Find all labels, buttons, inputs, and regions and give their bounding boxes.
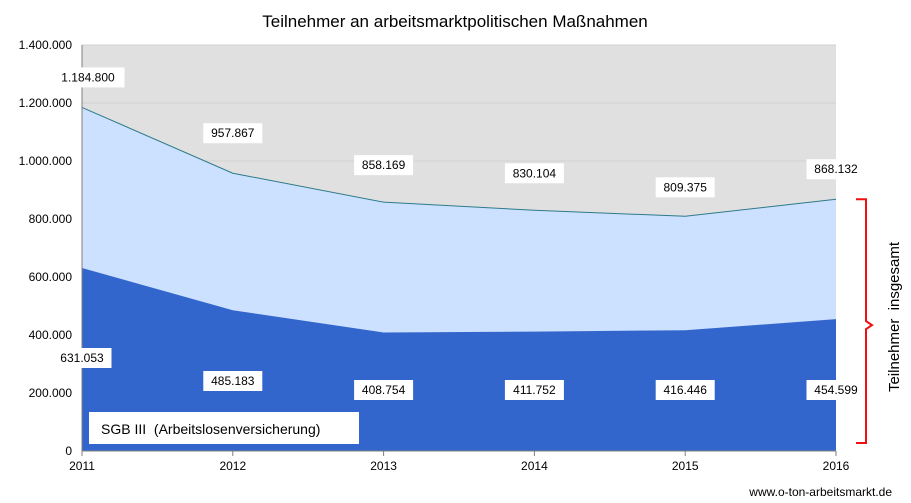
data-label-box	[655, 380, 715, 400]
y-tick-label: 0	[65, 444, 72, 458]
data-label-sgb-iii: 454.599	[806, 380, 866, 400]
legend-label-sgb-iii: SGB III (Arbeitslosenversicherung)	[101, 421, 320, 437]
data-label-text: 957.867	[211, 126, 255, 140]
x-tick-label: 2011	[69, 459, 95, 473]
data-label-text: 868.132	[814, 162, 858, 176]
data-label-text: 830.104	[513, 166, 557, 180]
legend-box	[89, 412, 359, 444]
total-bracket: Teilnehmer insgesamt	[856, 198, 903, 444]
source-url: www.o-ton-arbeitsmarkt.de	[748, 485, 892, 499]
data-labels-sgb-iii: 631.053 485.183 408.754 411.752 416.446 454.5…	[52, 348, 866, 400]
x-tick-label: 2013	[370, 459, 397, 473]
data-label-total: 809.375	[655, 177, 715, 198]
data-label-box	[806, 380, 866, 400]
data-label-box	[354, 380, 414, 400]
data-label-sgb-iii: 408.754	[354, 380, 414, 400]
data-label-text: 809.375	[664, 180, 708, 194]
data-label-sgb-iii: 631.053	[52, 348, 112, 368]
bracket-label: Teilnehmer insgesamt	[886, 241, 903, 392]
data-label-text: 408.754	[362, 383, 406, 397]
x-tick-label: 2014	[521, 459, 548, 473]
y-tick-label: 600.000	[29, 270, 73, 284]
line-total-participants	[81, 106, 837, 217]
data-label-box	[203, 123, 263, 144]
data-label-sgb-iii: 416.446	[655, 380, 715, 400]
x-tick-label: 2015	[672, 459, 699, 473]
data-label-total: 830.104	[504, 163, 564, 184]
data-label-text: 411.752	[513, 383, 556, 397]
data-label-box	[51, 67, 125, 88]
data-label-total: 868.132	[806, 159, 866, 180]
y-tick-label: 400.000	[29, 328, 73, 342]
data-label-box	[655, 177, 715, 198]
y-tick-label: 800.000	[29, 212, 73, 226]
data-label-box	[504, 163, 564, 184]
legend: SGB III (Arbeitslosenversicherung)	[89, 412, 359, 444]
data-label-sgb-iii: 485.183	[203, 371, 263, 391]
data-label-text: 631.053	[60, 351, 104, 365]
data-label-box	[504, 380, 564, 400]
data-label-total: 858.169	[354, 155, 414, 176]
x-axis: 2011 2012 2013 2014 2015 2016	[69, 450, 850, 473]
chart-title: Teilnehmer an arbeitsmarktpolitischen Ma…	[262, 12, 648, 31]
data-label-text: 454.599	[814, 383, 858, 397]
y-axis: 0 200.000 400.000 600.000 800.000 1.000.000 1.…	[19, 38, 83, 458]
data-label-sgb-iii: 411.752	[504, 380, 564, 400]
data-label-total: 957.867	[203, 123, 263, 144]
data-label-text: 1.184.800	[61, 70, 115, 84]
area-sgb-iii	[82, 267, 836, 451]
data-label-total: 1.184.800	[51, 67, 125, 88]
data-labels-total: 1.184.800 957.867 858.169 830.104 809.375 868…	[51, 67, 866, 198]
data-label-text: 858.169	[362, 158, 406, 172]
bracket-total	[856, 198, 874, 444]
data-label-box	[203, 371, 263, 391]
data-label-box	[806, 159, 866, 180]
y-tick-label: 1.400.000	[19, 38, 73, 52]
x-tick-label: 2016	[823, 459, 850, 473]
data-label-box	[354, 155, 414, 176]
y-tick-label: 200.000	[29, 386, 73, 400]
y-tick-label: 1.000.000	[19, 154, 73, 168]
data-label-text: 416.446	[664, 383, 708, 397]
y-tick-label: 1.200.000	[19, 96, 73, 110]
data-label-text: 485.183	[211, 374, 255, 388]
data-label-box	[52, 348, 112, 368]
x-tick-label: 2012	[219, 459, 246, 473]
